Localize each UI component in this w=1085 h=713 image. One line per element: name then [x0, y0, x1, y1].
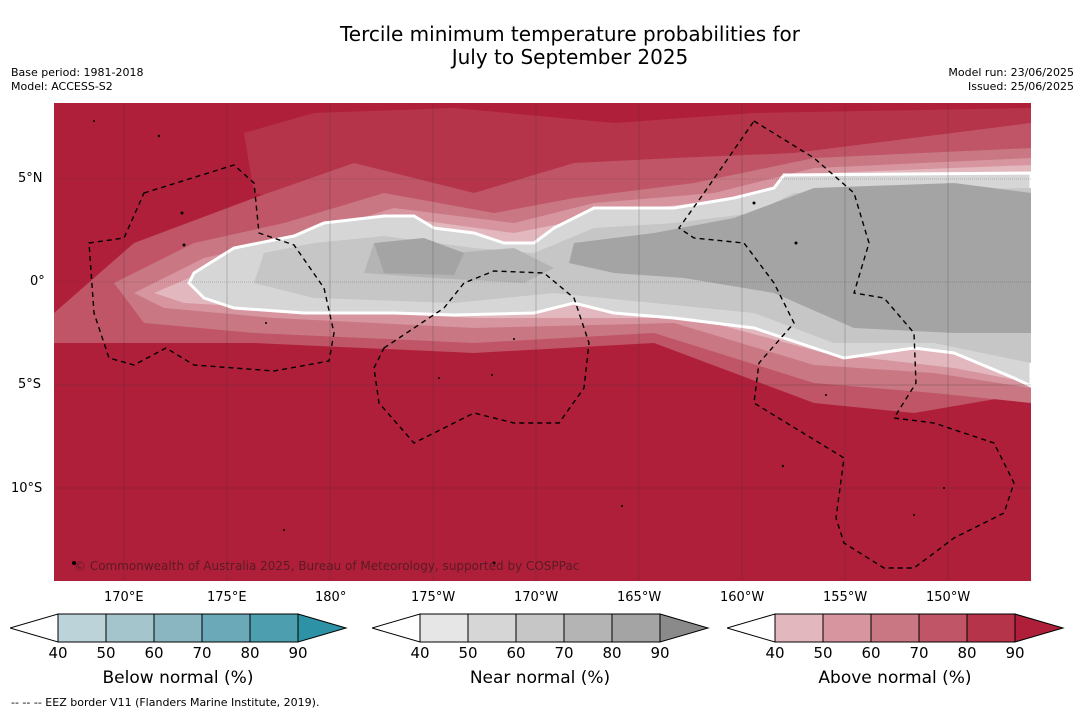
lon-label-175w: 175°W	[411, 590, 456, 605]
near-color-segment	[467, 613, 517, 643]
above-normal-title: Above normal (%)	[818, 668, 972, 688]
below-color-segment	[57, 613, 107, 643]
lat-label-10s: 10°S	[11, 481, 43, 496]
near-color-segment	[611, 613, 661, 643]
above-color-segment	[870, 613, 920, 643]
tick: 50	[458, 644, 478, 662]
lon-label-170e: 170°E	[104, 590, 144, 605]
tick: 60	[144, 644, 164, 662]
below-color-segment	[201, 613, 251, 643]
above-normal-colorbar	[727, 613, 1065, 643]
near-normal-title: Near normal (%)	[469, 668, 611, 688]
lon-label-175e: 175°E	[207, 590, 247, 605]
map-title-line2: July to September 2025	[451, 45, 689, 69]
lon-label-155w: 155°W	[823, 590, 868, 605]
above-color-segment	[822, 613, 872, 643]
tick: 50	[813, 644, 833, 662]
below-normal-title: Below normal (%)	[102, 668, 254, 688]
tick: 40	[765, 644, 785, 662]
below-normal-colorbar	[10, 613, 348, 643]
tick: 60	[861, 644, 881, 662]
near-band-80	[569, 183, 1031, 333]
near-color-segment	[419, 613, 469, 643]
tick: 80	[957, 644, 977, 662]
lon-label-160w: 160°W	[720, 590, 765, 605]
tick: 60	[506, 644, 526, 662]
tick: 40	[410, 644, 430, 662]
tick: 70	[192, 644, 212, 662]
lon-label-165w: 165°W	[617, 590, 662, 605]
lon-label-170w: 170°W	[514, 590, 559, 605]
below-color-segment	[249, 613, 299, 643]
island-specks	[72, 120, 945, 565]
probability-map: © Commonwealth of Australia 2025, Bureau…	[54, 103, 1031, 581]
model-run: Model run: 23/06/2025	[948, 66, 1074, 79]
lat-label-0: 0°	[30, 274, 45, 289]
above-color-segment	[774, 613, 824, 643]
tick: 80	[240, 644, 260, 662]
lat-label-5s: 5°S	[18, 377, 42, 392]
lat-label-5n: 5°N	[18, 171, 43, 186]
tick: 70	[909, 644, 929, 662]
eez-borders	[88, 120, 1015, 569]
eez-legend: -- -- -- EEZ border V11 (Flanders Marine…	[11, 696, 320, 709]
near-color-segment	[515, 613, 565, 643]
above-color-segment	[966, 613, 1016, 643]
model-name: Model: ACCESS-S2	[11, 80, 113, 93]
tick: 90	[650, 644, 670, 662]
tick: 80	[602, 644, 622, 662]
tick: 50	[96, 644, 116, 662]
tick: 90	[1005, 644, 1025, 662]
lon-label-180: 180°	[315, 590, 347, 605]
tick: 70	[554, 644, 574, 662]
tick: 90	[288, 644, 308, 662]
below-color-segment	[105, 613, 155, 643]
near-band-80-west	[374, 238, 464, 275]
below-color-segment	[153, 613, 203, 643]
issued-date: Issued: 25/06/2025	[967, 80, 1074, 93]
near-normal-colorbar	[372, 613, 710, 643]
graticule	[54, 103, 1031, 581]
lon-label-150w: 150°W	[926, 590, 971, 605]
tick: 40	[48, 644, 68, 662]
base-period: Base period: 1981-2018	[11, 66, 144, 79]
map-title-line1: Tercile minimum temperature probabilitie…	[339, 22, 801, 46]
copyright-credit: © Commonwealth of Australia 2025, Bureau…	[74, 559, 579, 573]
above-color-segment	[918, 613, 968, 643]
near-color-segment	[563, 613, 613, 643]
